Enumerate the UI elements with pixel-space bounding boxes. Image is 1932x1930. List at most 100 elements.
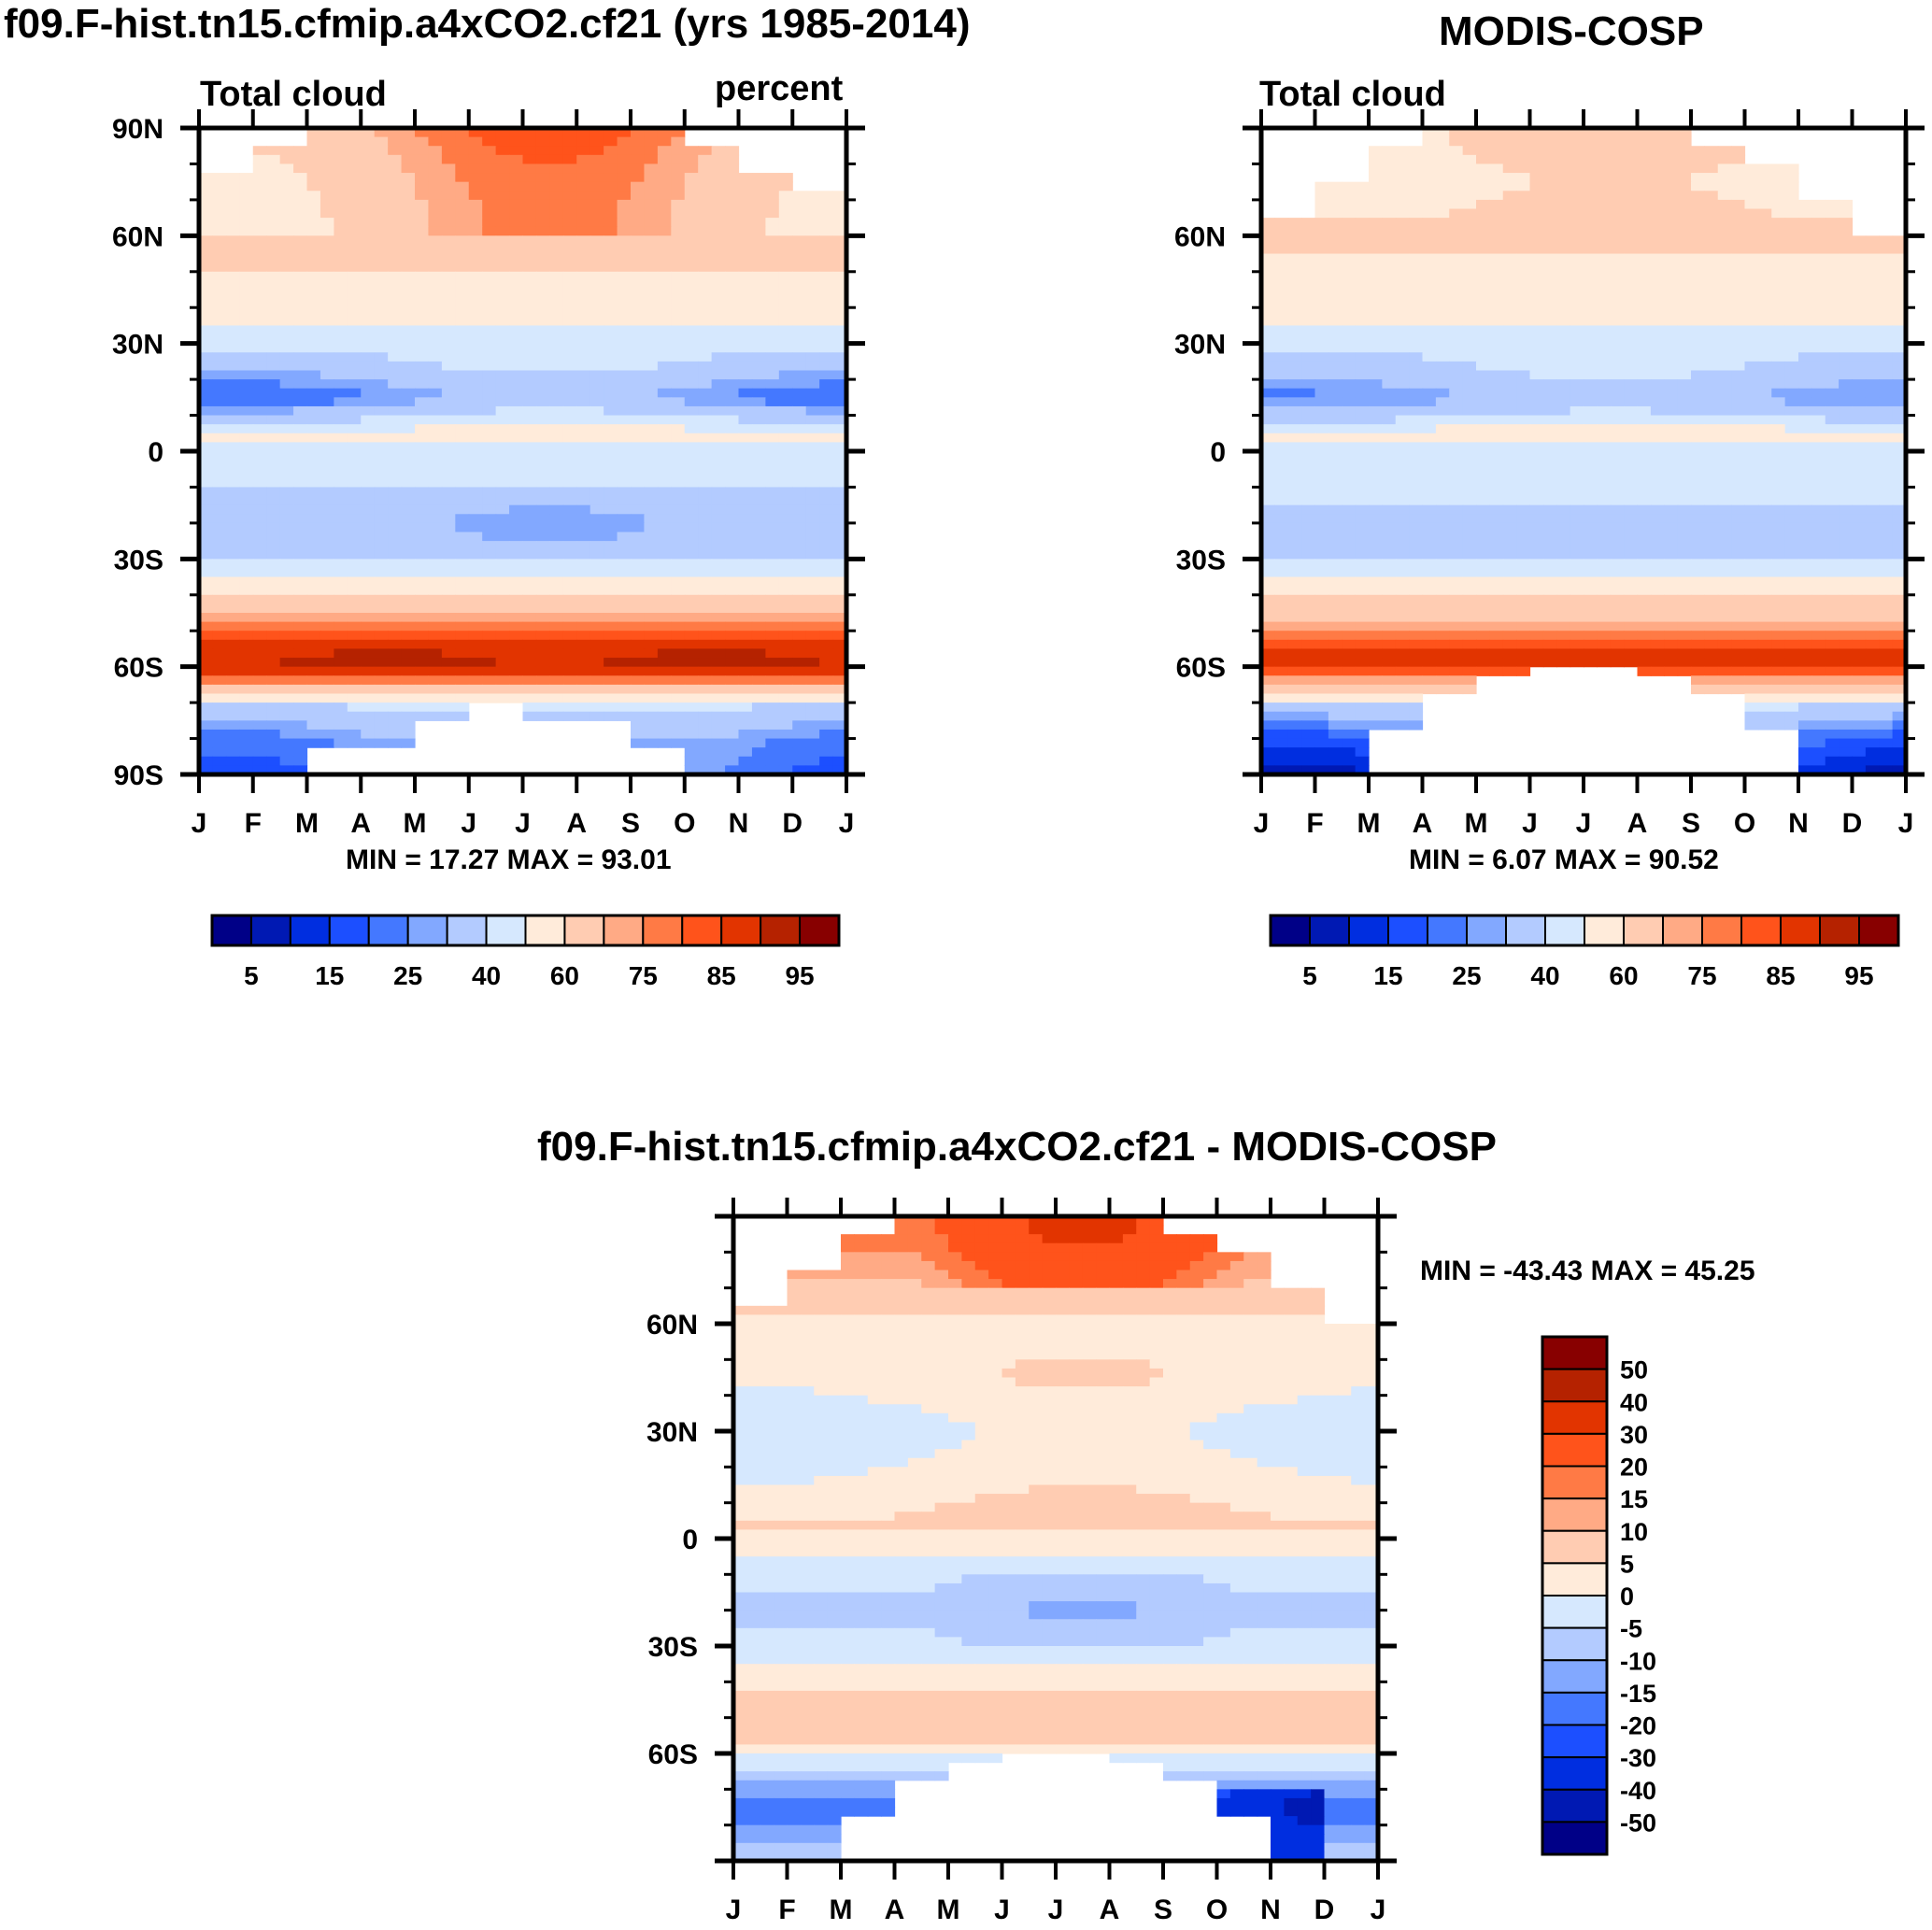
heatmap-cell [1584,379,1598,390]
heatmap-cell [252,666,267,676]
heatmap-cell [698,307,713,318]
heatmap-cell [1717,405,1732,417]
heatmap-cell [1301,343,1316,353]
heatmap-cell [1650,433,1665,443]
heatmap-cell [1637,280,1652,291]
heatmap-cell [495,477,510,489]
heatmap-cell [212,514,227,524]
heatmap-cell [225,271,240,281]
heatmap-cell [617,379,632,390]
heatmap-cell [239,747,254,758]
heatmap-cell [1624,290,1639,300]
heatmap-cell [549,586,564,596]
heatmap-cell [657,280,672,291]
heatmap-cell [832,191,847,201]
heatmap-cell [738,424,753,434]
heatmap-cell [711,658,726,668]
heatmap-cell [199,173,214,183]
heatmap-cell [482,343,497,353]
heatmap-cell [509,469,524,479]
heatmap-cell [1650,163,1665,174]
heatmap-cell [1624,334,1639,345]
heatmap-cell [671,271,686,281]
heatmap-cell [657,586,672,596]
heatmap-cell [1449,325,1464,335]
heatmap-cell [293,361,308,372]
heatmap-cell [1462,469,1477,479]
heatmap-cell [1879,460,1894,470]
heatmap-cell [388,424,403,434]
heatmap-cell [1757,271,1772,281]
heatmap-cell [1476,352,1490,362]
heatmap-cell [832,298,847,308]
heatmap-cell [631,603,646,614]
heatmap-cell [1314,370,1329,380]
heatmap-cell [819,352,834,362]
heatmap-cell [1261,280,1275,291]
heatmap-cell [1570,415,1584,425]
heatmap-cell [805,405,820,417]
heatmap-cell [306,729,321,740]
heatmap-cell [819,316,834,327]
heatmap-cell [252,191,267,201]
heatmap-cell [428,433,443,443]
heatmap-cell [415,576,430,587]
heatmap-cell [1650,352,1665,362]
heatmap-cell [604,675,618,686]
heatmap-cell [684,298,699,308]
heatmap-cell [1825,361,1840,372]
heatmap-cell [482,621,497,632]
heatmap-cell [657,702,672,713]
heatmap-cell [725,586,740,596]
heatmap-cell [1664,424,1679,434]
heatmap-cell [401,361,416,372]
heatmap-cell [225,290,240,300]
heatmap-cell [212,388,227,398]
heatmap-cell [549,648,564,659]
heatmap-cell [576,469,591,479]
heatmap-cell [549,477,564,489]
heatmap-cell [617,496,632,506]
heatmap-cell [212,594,227,604]
heatmap-cell [1274,298,1289,308]
heatmap-cell [1704,244,1719,255]
heatmap-cell [415,433,430,443]
heatmap-cell [293,397,308,407]
heatmap-cell [374,290,389,300]
heatmap-cell [832,729,847,740]
heatmap-cell [1664,460,1679,470]
obs-left-string: Total cloud [1259,75,1446,114]
heatmap-cell [819,541,834,551]
heatmap-cell [1301,298,1316,308]
heatmap-cell [1570,334,1584,345]
heatmap-cell [671,460,686,470]
heatmap-cell [347,442,362,452]
heatmap-cell [1395,469,1410,479]
heatmap-cell [1529,298,1544,308]
heatmap-cell [293,648,308,659]
diff-min-max: MIN = -43.43 MAX = 45.25 [1420,1256,1755,1286]
heatmap-cell [819,415,834,425]
heatmap-cell [388,235,403,246]
heatmap-cell [401,514,416,524]
heatmap-cell [468,199,483,210]
heatmap-cell [1704,334,1719,345]
heatmap-cell [711,720,726,731]
heatmap-cell [698,271,713,281]
heatmap-cell [1691,271,1705,281]
heatmap-cell [725,451,740,461]
heatmap-cell [631,352,646,362]
heatmap-cell [1542,469,1557,479]
heatmap-cell [1489,405,1504,417]
heatmap-cell [455,334,470,345]
heatmap-cell [212,541,227,551]
heatmap-cell [604,541,618,551]
heatmap-cell [239,648,254,659]
heatmap-cell [1542,361,1557,372]
heatmap-cell [1422,415,1437,425]
heatmap-cell [293,514,308,524]
heatmap-cell [765,738,780,748]
heatmap-cell [495,388,510,398]
heatmap-cell [738,639,753,650]
heatmap-cell [631,298,646,308]
